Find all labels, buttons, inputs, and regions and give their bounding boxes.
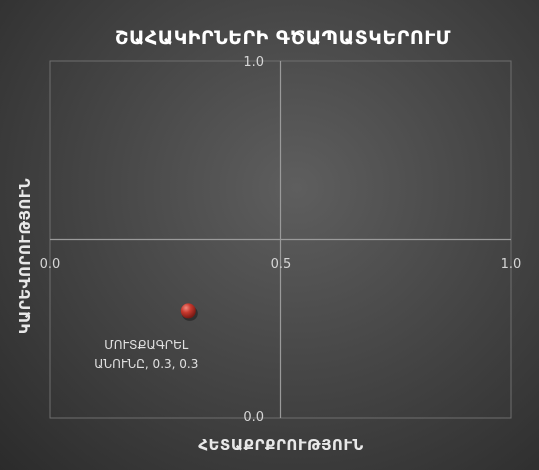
data-point-label-line2: ԱՆՈՒՆԸ, 0.3, 0.3 (94, 357, 198, 371)
data-point-label: ՄՈՒՏՔԱԳՐԵԼ ԱՆՈՒՆԸ, 0.3, 0.3 (94, 338, 198, 371)
x-axis-title: ՀԵՏԱՔՐՔՐՈՒԹՅՈՒՆ (198, 436, 364, 454)
x-tick-label-max: 1.0 (501, 257, 522, 272)
y-tick-label-min: 0.0 (243, 410, 264, 425)
data-point[interactable] (180, 303, 196, 319)
y-tick-label-max: 1.0 (243, 55, 264, 70)
data-point-label-line1: ՄՈՒՏՔԱԳՐԵԼ (104, 338, 189, 352)
y-axis-title: ԿԱՐԵՎՈՐՈՒԹՅՈՒՆ (16, 178, 34, 334)
x-tick-label-mid: 0.5 (271, 257, 292, 272)
chart-title: ՇԱՀԱԿԻՐՆԵՐԻ ԳԾԱՊԱՏԿԵՐՈՒՄ (115, 27, 451, 49)
data-points-layer: ՄՈՒՏՔԱԳՐԵԼ ԱՆՈՒՆԸ, 0.3, 0.3 (94, 303, 198, 371)
x-tick-label-min: 0.0 (40, 257, 61, 272)
